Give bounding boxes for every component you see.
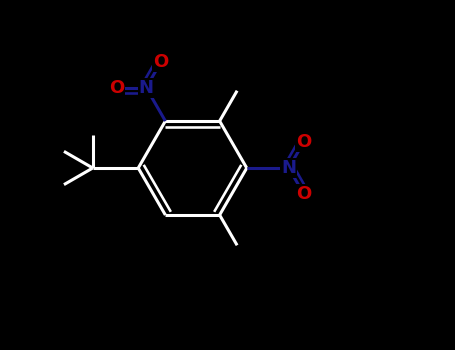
Text: O: O	[153, 53, 169, 71]
Text: O: O	[296, 133, 311, 151]
Text: O: O	[296, 185, 311, 203]
Text: N: N	[281, 159, 296, 177]
Text: N: N	[139, 79, 154, 97]
Text: O: O	[109, 79, 124, 97]
